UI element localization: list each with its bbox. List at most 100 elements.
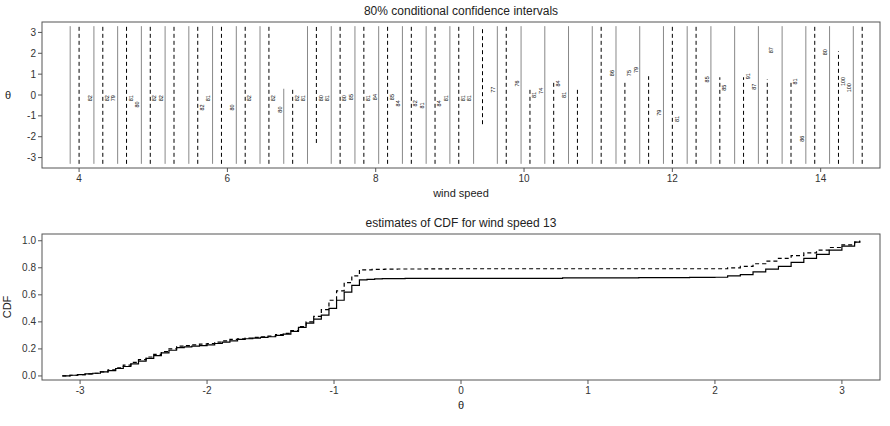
interval [307,26,308,164]
y-tick [38,136,42,137]
y-tick [38,375,42,376]
panel: estimates of CDF for wind speed 13-3-2-1… [1,216,880,411]
interval [592,26,593,164]
interval [615,26,616,164]
interval [743,77,744,164]
interval [758,26,759,164]
interval-label: 86 [609,70,615,76]
interval [853,26,854,164]
interval [117,26,118,164]
x-tick-label: -1 [330,385,339,396]
y-tick [38,32,42,33]
x-tick-label: 12 [667,173,679,184]
interval-label: 91 [745,73,751,79]
interval-label: 81 [531,92,537,98]
interval [126,26,127,164]
interval-label: 80 [341,95,347,101]
y-tick [38,321,42,322]
interval [639,26,640,164]
y-tick-label: 0 [30,90,36,101]
interval-label: 81 [365,95,371,101]
y-tick-label: 0.6 [22,289,36,300]
interval [782,26,783,164]
interval-label: 82 [294,95,300,101]
y-tick [38,348,42,349]
x-tick-label: 14 [815,173,827,184]
interval-label: 85 [348,94,354,100]
interval [378,26,379,164]
interval [601,26,602,164]
interval [165,26,166,164]
marks [70,26,862,164]
interval-label: 80 [822,49,828,55]
interval-label: 81 [324,95,330,101]
y-tick-label: 1.0 [22,235,36,246]
x-tick [820,168,821,172]
title: estimates of CDF for wind speed 13 [366,216,557,230]
interval [212,26,213,164]
interval [663,26,664,164]
interval-label: 80 [318,95,324,101]
interval [710,26,711,164]
x-tick [461,380,462,384]
y-tick [38,74,42,75]
x-tick-label: -2 [203,385,212,396]
interval-label: 85 [721,85,727,91]
y-tick-label: 0.0 [22,370,36,381]
title: 80% conditional confidence intervals [364,4,558,18]
interval-label: 75 [626,70,632,76]
interval-label: 82 [151,95,157,101]
interval [624,80,625,163]
interval [363,26,364,164]
interval [862,26,863,164]
x-tick [207,380,208,384]
interval-label: 84 [395,100,401,106]
interval [672,26,673,164]
interval [221,26,222,164]
interval-label: 79 [633,67,639,73]
interval-label: 85 [704,76,710,82]
y-tick [38,267,42,268]
interval [838,51,839,164]
y-tick-label: 0.2 [22,343,36,354]
x-tick [80,380,81,384]
x-tick [841,380,842,384]
interval [102,26,103,164]
y-tick [38,95,42,96]
interval-label: 81 [674,116,680,122]
interval [316,26,317,143]
x-tick-label: 4 [76,173,82,184]
x-tick [227,168,228,172]
interval-label: 80 [134,101,140,107]
y-tick-label: 0.4 [22,316,36,327]
interval [577,89,578,164]
interval [426,26,427,164]
interval [568,26,569,164]
interval-label: 77 [490,87,496,93]
y-tick-label: -1 [27,110,36,121]
interval [411,26,412,164]
interval [829,26,830,164]
interval-label: 81 [466,95,472,101]
interval-label: 84 [555,80,561,86]
interval-label: 80 [277,107,283,113]
interval [696,26,697,164]
interval [141,26,142,164]
interval-label: 82 [87,95,93,101]
interval-label: 100 [840,77,846,86]
y-tick-label: -3 [27,152,36,163]
y-tick-label: 2 [30,48,36,59]
cdf-step-line [62,241,859,376]
interval-label: 82 [158,95,164,101]
interval [648,76,649,164]
interval-label: 85 [389,94,395,100]
labels: 8279808281808081818584848181817776748186… [87,47,852,142]
interval-label: 87 [751,84,757,90]
interval-label: 81 [300,95,306,101]
marks [62,241,859,376]
interval [814,26,815,164]
interval [283,89,284,164]
x-axis-label: θ [458,399,464,411]
interval [805,26,806,164]
y-tick-label: 1 [30,69,36,80]
